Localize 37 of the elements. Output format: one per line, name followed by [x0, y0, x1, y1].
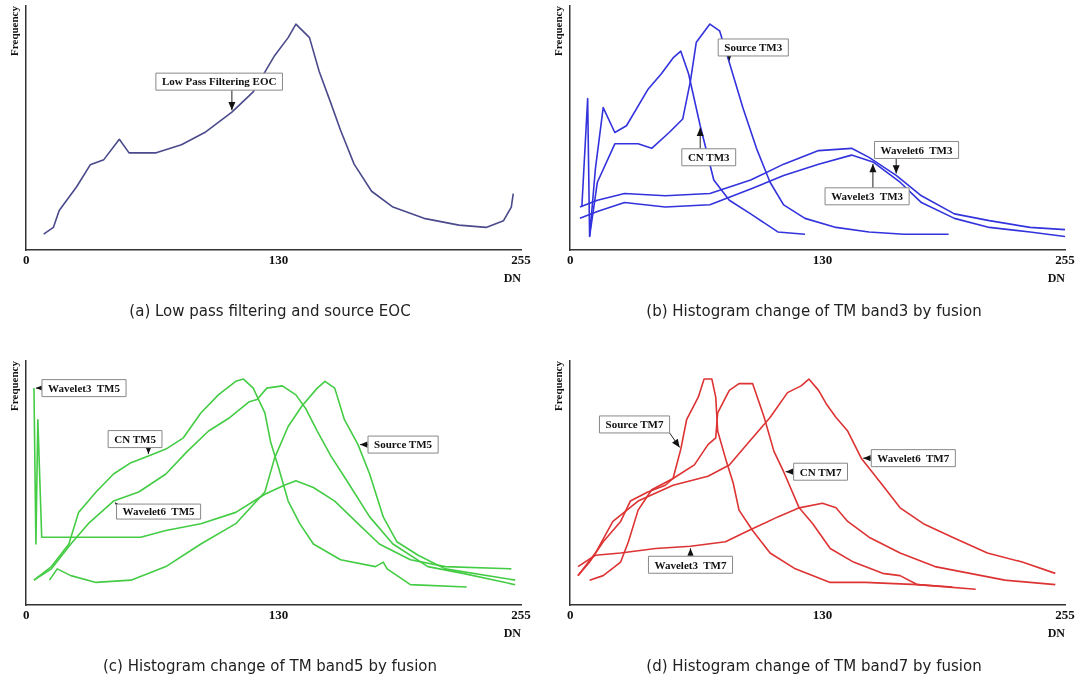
- x-tick-label: 0: [22, 252, 30, 268]
- series-label: Wavelet3 TM7: [654, 558, 727, 571]
- x-tick-label: 0: [566, 606, 574, 622]
- x-tick-label: 130: [812, 606, 833, 622]
- series-label: Wavelet3 TM3: [831, 190, 904, 203]
- x-tick-label: 0: [22, 606, 30, 622]
- x-tick-label: 130: [268, 252, 289, 268]
- series-label: Source TM7: [605, 417, 664, 430]
- x-tick-label: 255: [511, 606, 532, 622]
- series-label: CN TM3: [687, 151, 731, 164]
- text: (c) Histogram change of TM band5 by fusion: [102, 656, 438, 675]
- text: (d) Histogram change of TM band7 by fusion: [646, 656, 982, 675]
- series-label: Wavelet6 TM7: [877, 451, 950, 464]
- x-tick-label: 255: [511, 252, 532, 268]
- x-axis-title: DN: [503, 270, 522, 285]
- series-label: Source TM5: [374, 437, 433, 450]
- y-axis-title: Frequency: [8, 360, 21, 411]
- text: (b) Histogram change of TM band3 by fusion: [646, 302, 982, 320]
- series-label: CN TM5: [114, 432, 157, 445]
- x-axis-title: DN: [1047, 625, 1066, 640]
- series-label: CN TM7: [799, 465, 842, 478]
- x-axis-title: DN: [1047, 270, 1066, 285]
- x-tick-label: 130: [268, 606, 289, 622]
- x-tick-label: 255: [1055, 606, 1076, 622]
- y-axis-title: Frequency: [552, 360, 565, 411]
- series-label: Wavelet6 TM5: [122, 504, 196, 517]
- series-label: Wavelet6 TM3: [880, 143, 953, 156]
- y-axis-title: Frequency: [552, 5, 565, 56]
- x-tick-label: 0: [566, 252, 574, 268]
- x-tick-label: 255: [1055, 252, 1076, 268]
- text: (a) Low pass filtering and source EOC: [129, 302, 411, 320]
- x-tick-label: 130: [812, 252, 833, 268]
- series-label: Source TM3: [724, 41, 783, 54]
- y-axis-title: Frequency: [8, 5, 21, 56]
- series-label: Wavelet3 TM5: [48, 381, 121, 394]
- series-label: Low Pass Filtering EOC: [161, 75, 277, 88]
- x-axis-title: DN: [503, 625, 522, 640]
